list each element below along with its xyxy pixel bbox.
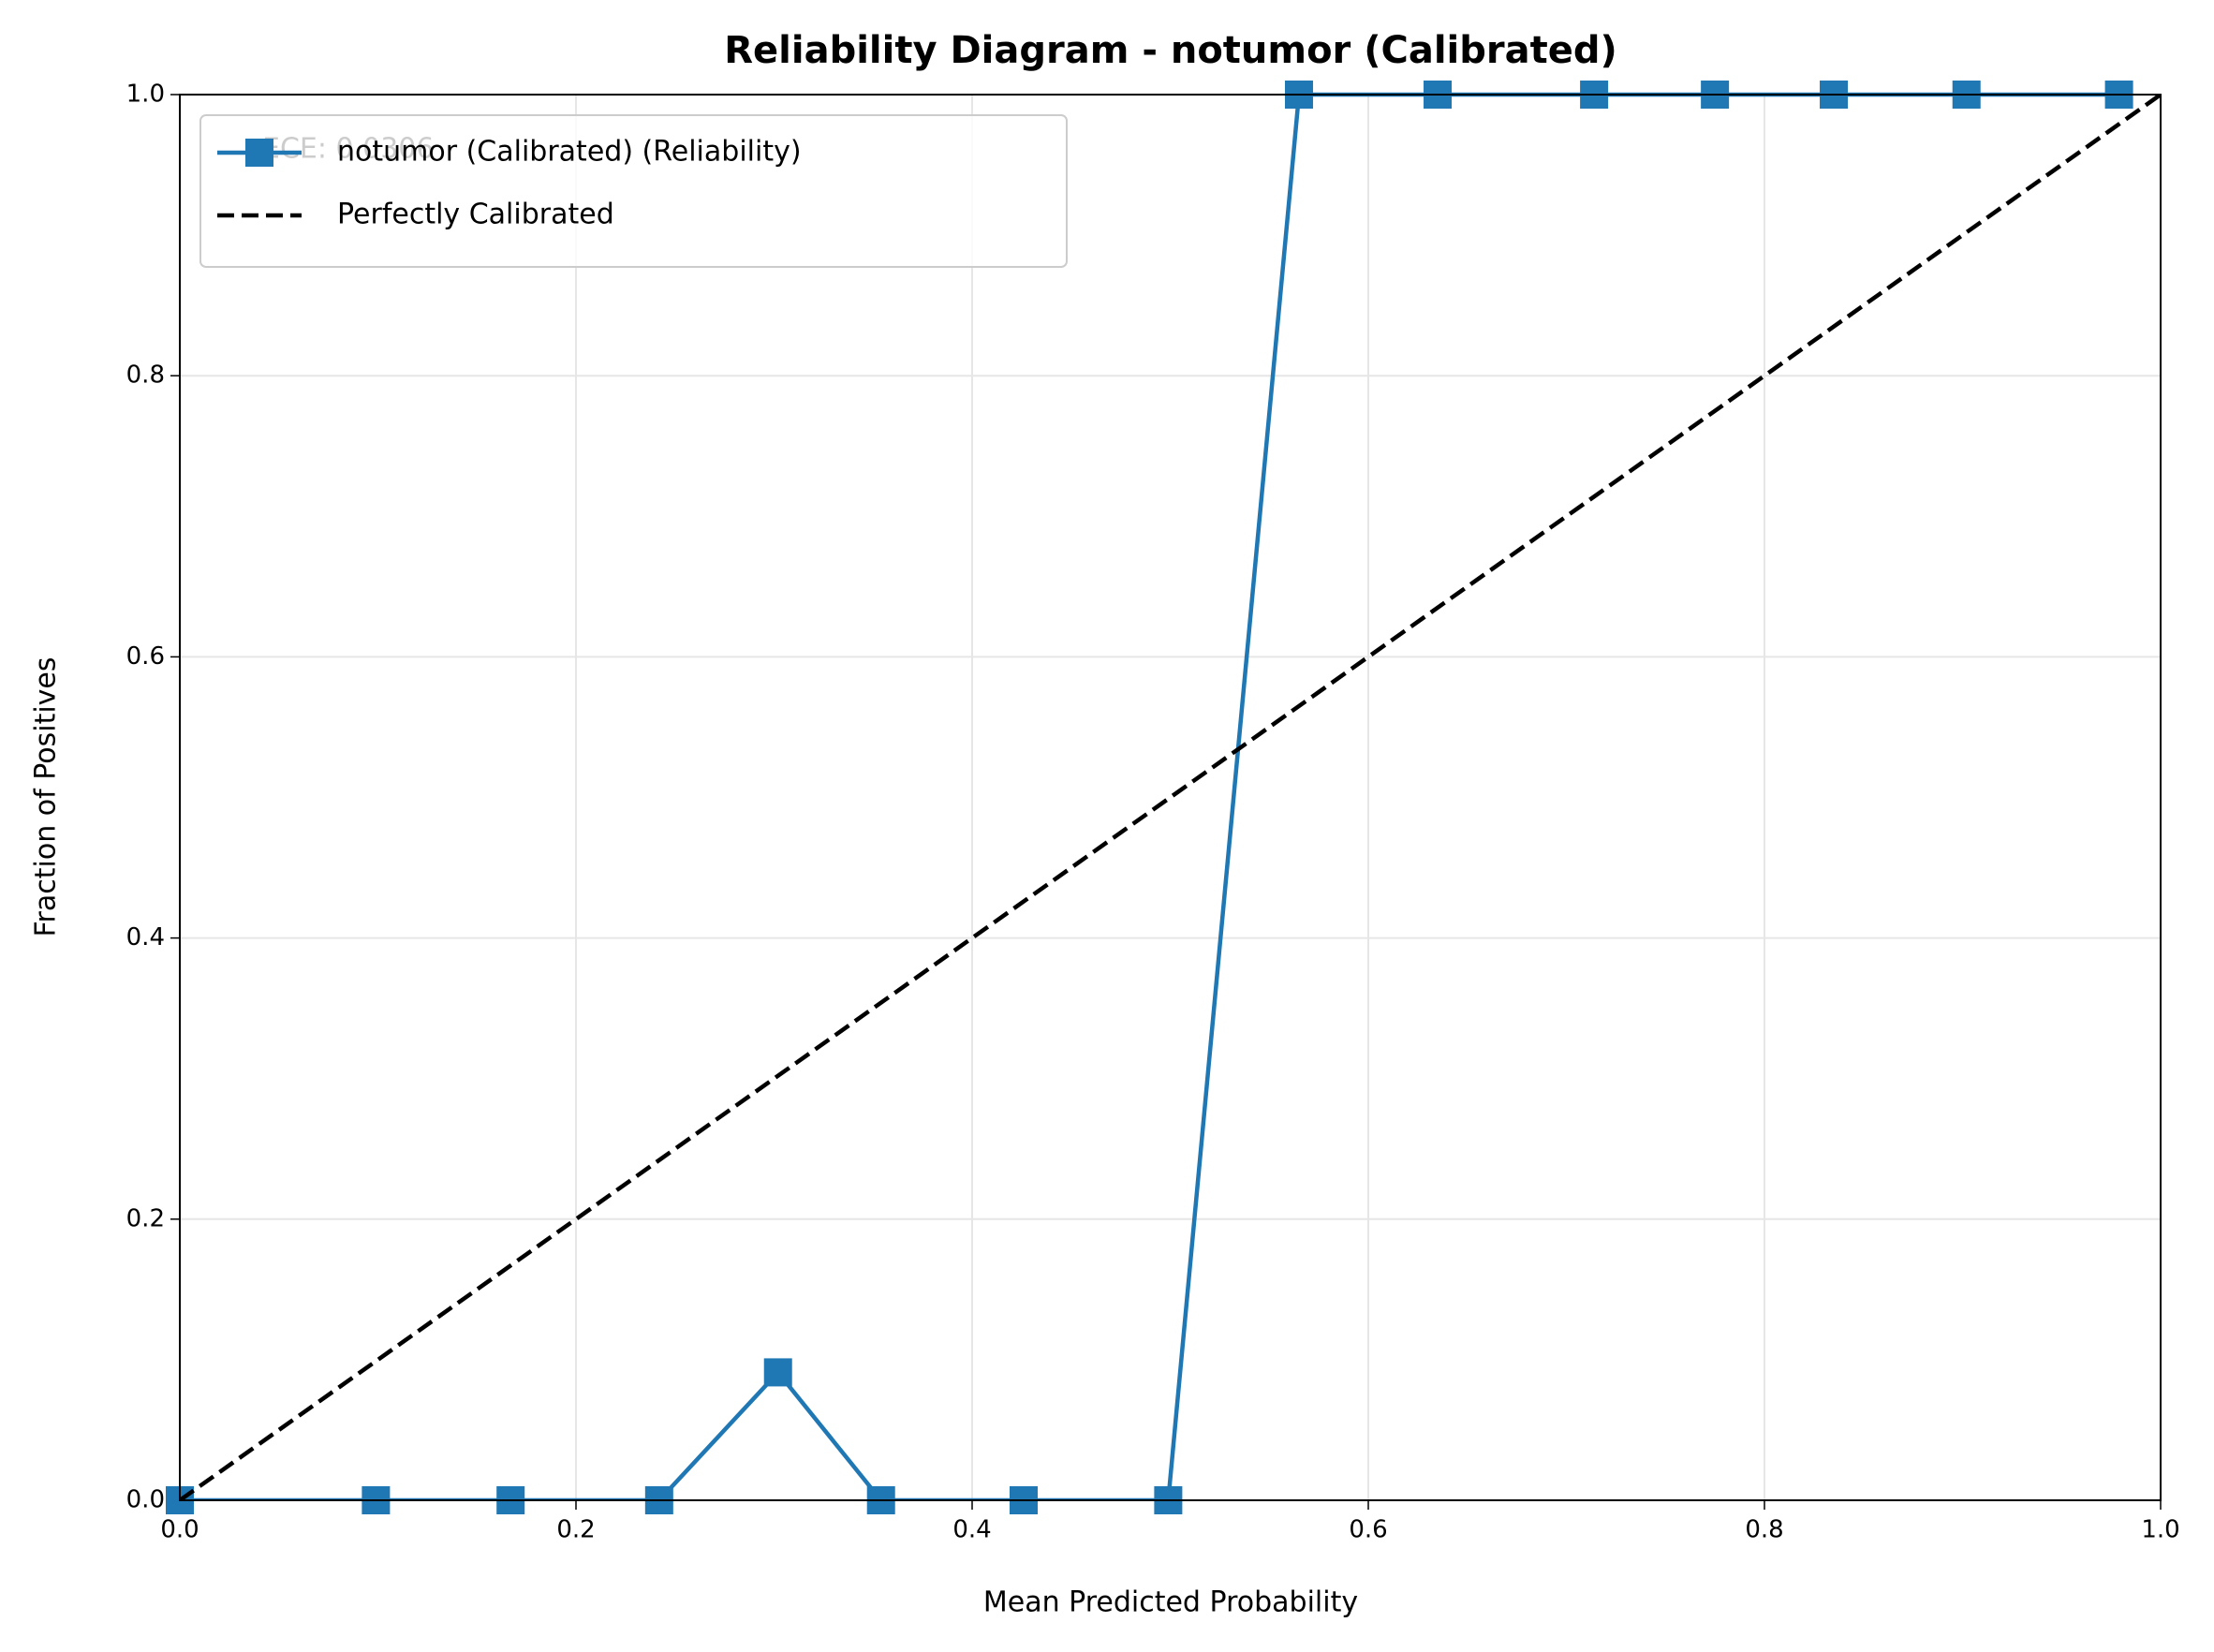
x-tick-label: 0.0	[160, 1516, 199, 1544]
legend-box	[199, 114, 1068, 268]
y-tick-label: 0.4	[126, 923, 165, 951]
axes-frame	[179, 94, 2162, 1501]
x-axis-label: Mean Predicted Probability	[983, 1586, 1358, 1619]
x-tick-label: 0.4	[952, 1516, 991, 1544]
x-tick-label: 1.0	[2141, 1516, 2179, 1544]
y-tick-label: 0.6	[126, 642, 165, 671]
legend-label: notumor (Calibrated) (Reliability)	[337, 136, 802, 169]
series-line	[180, 93, 2161, 1500]
x-tick-label: 0.8	[1745, 1516, 1783, 1544]
chart-title: Reliability Diagram - notumor (Calibrate…	[724, 29, 1617, 72]
y-tick-label: 0.0	[126, 1486, 165, 1514]
legend-marker	[245, 139, 273, 167]
legend-label: Perfectly Calibrated	[337, 199, 614, 231]
marker	[763, 1358, 792, 1387]
y-tick-label: 0.2	[126, 1204, 165, 1232]
y-tick-label: 1.0	[126, 81, 165, 109]
x-tick-label: 0.6	[1349, 1516, 1387, 1544]
y-tick-label: 0.8	[126, 361, 165, 390]
y-axis-label: Fraction of Positives	[30, 656, 63, 937]
x-tick-label: 0.2	[556, 1516, 595, 1544]
